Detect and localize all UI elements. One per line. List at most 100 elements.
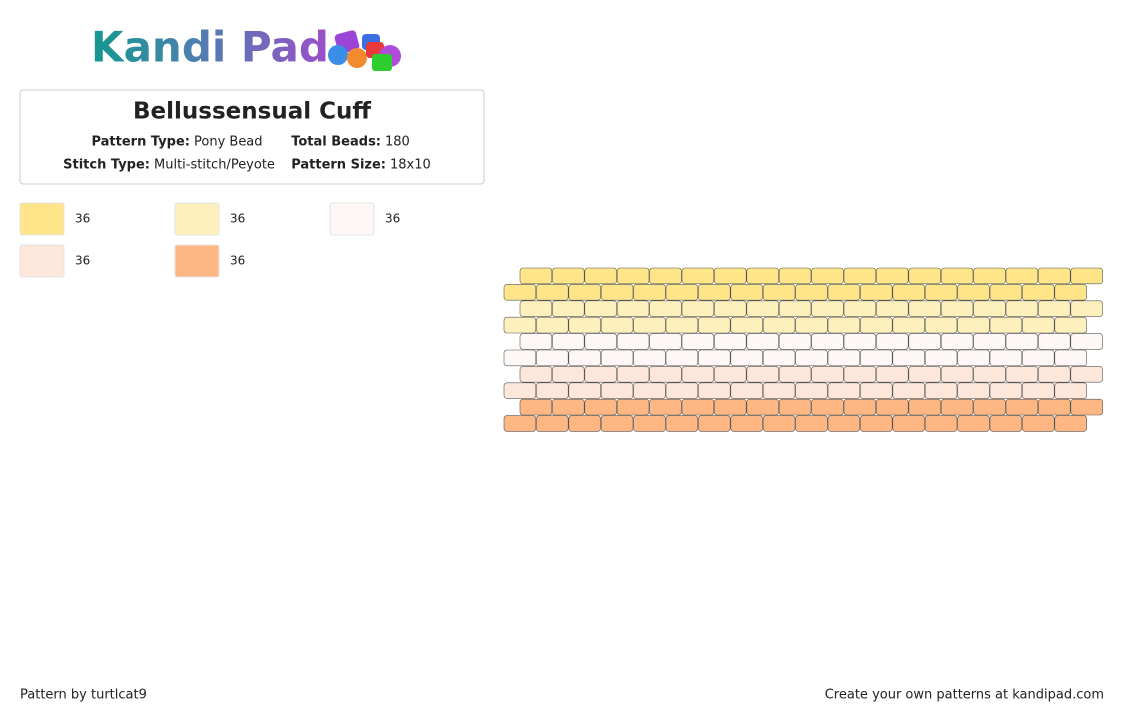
bead	[989, 349, 1023, 367]
bead	[633, 415, 666, 432]
bead	[811, 366, 844, 383]
bead	[795, 316, 828, 334]
bead	[730, 382, 763, 399]
bead	[714, 398, 747, 416]
bead	[892, 284, 925, 301]
bead	[908, 366, 941, 383]
bead	[746, 366, 779, 383]
bead	[973, 300, 1006, 317]
bead	[1070, 267, 1103, 285]
bead	[908, 398, 941, 416]
bead	[1038, 398, 1071, 416]
color-swatch	[174, 244, 220, 278]
field-value: 18x10	[390, 158, 431, 173]
bead	[1005, 267, 1039, 285]
bead	[778, 267, 812, 285]
field-label: Pattern Type:	[91, 135, 190, 150]
bead	[519, 267, 553, 285]
bead	[730, 349, 763, 367]
bead	[519, 333, 553, 350]
bead	[892, 316, 925, 334]
bead	[1005, 333, 1039, 350]
bead	[1070, 366, 1103, 383]
bead	[503, 382, 537, 399]
bead	[876, 267, 909, 285]
field-value: Pony Bead	[194, 135, 263, 150]
color-swatch	[174, 202, 220, 236]
bead	[989, 284, 1023, 301]
bead	[1022, 415, 1055, 432]
bead	[714, 366, 747, 383]
bead	[876, 300, 909, 317]
bead	[503, 349, 537, 367]
bead	[876, 398, 909, 416]
bead	[681, 267, 715, 285]
bead	[940, 267, 974, 285]
bead	[843, 267, 877, 285]
bead	[649, 333, 682, 350]
bead	[1005, 300, 1039, 317]
bead	[616, 333, 650, 350]
bead	[908, 267, 941, 285]
bead	[957, 316, 990, 334]
bead	[811, 300, 844, 317]
field-label: Stitch Type:	[63, 158, 150, 173]
bead	[681, 398, 715, 416]
bead	[957, 382, 990, 399]
bead	[811, 267, 844, 285]
bead	[584, 267, 617, 285]
bead	[698, 284, 731, 301]
bead	[568, 349, 601, 367]
bead	[1038, 267, 1071, 285]
bead	[1022, 382, 1055, 399]
bead	[1005, 398, 1039, 416]
bead	[616, 267, 650, 285]
bead	[568, 415, 601, 432]
logo-icon	[328, 30, 401, 71]
bead	[1022, 316, 1055, 334]
color-swatch	[19, 244, 65, 278]
bead	[924, 316, 958, 334]
bead	[876, 333, 909, 350]
bead	[519, 366, 553, 383]
bead	[811, 398, 844, 416]
bead	[876, 366, 909, 383]
bead	[1054, 349, 1087, 367]
bead	[940, 398, 974, 416]
color-count: 36	[75, 212, 90, 226]
bead	[746, 333, 779, 350]
bead	[957, 349, 990, 367]
color-count: 36	[230, 212, 245, 226]
bead	[795, 415, 828, 432]
bead	[892, 349, 925, 367]
field-label: Total Beads:	[291, 135, 381, 150]
pattern-title: Bellussensual Cuff	[133, 99, 371, 125]
bead	[552, 366, 585, 383]
bead	[924, 415, 958, 432]
bead	[503, 284, 537, 301]
bead	[536, 284, 569, 301]
bead	[714, 267, 747, 285]
color-count: 36	[230, 254, 245, 268]
bead	[698, 382, 731, 399]
bead	[908, 333, 941, 350]
bead	[973, 366, 1006, 383]
field-label: Pattern Size:	[291, 158, 386, 173]
bead	[827, 382, 861, 399]
color-count: 36	[385, 212, 400, 226]
bead	[568, 284, 601, 301]
bead	[795, 284, 828, 301]
field-value: Multi-stitch/Peyote	[154, 158, 275, 173]
bead	[924, 284, 958, 301]
bead	[762, 382, 796, 399]
bead	[957, 284, 990, 301]
bead	[827, 316, 861, 334]
promo: Create your own patterns at kandipad.com	[825, 688, 1104, 703]
bead	[746, 267, 779, 285]
bead	[989, 316, 1023, 334]
bead	[989, 382, 1023, 399]
bead	[568, 316, 601, 334]
bead	[860, 349, 893, 367]
